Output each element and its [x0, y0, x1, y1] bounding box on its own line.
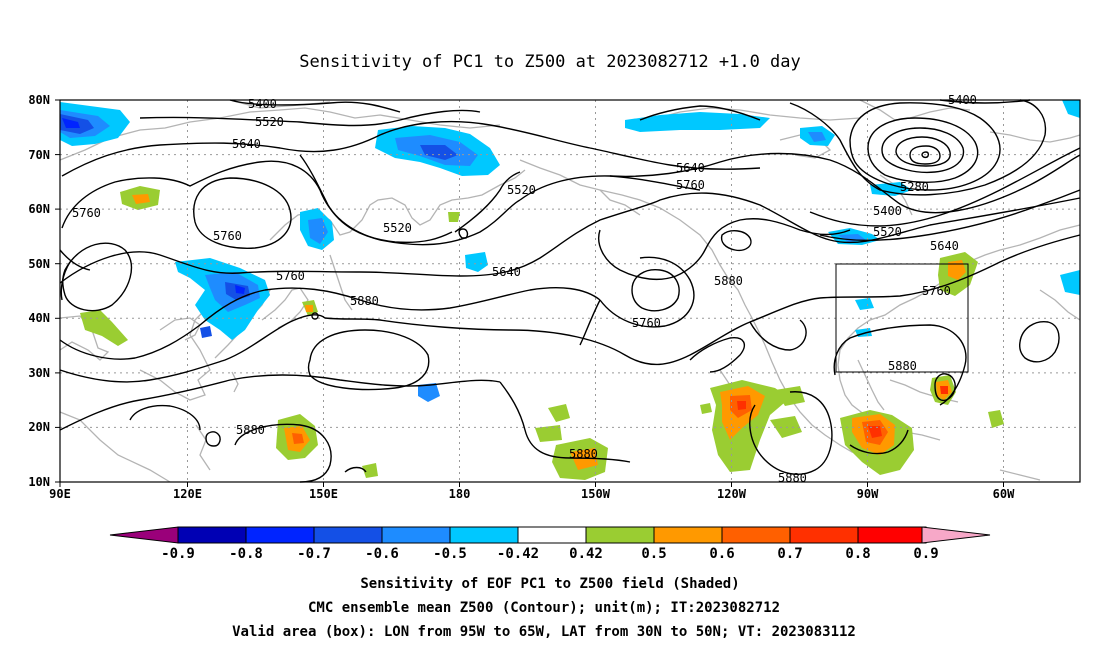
- lat-label: 80N: [28, 93, 50, 107]
- contour-label: 5520: [255, 115, 284, 129]
- colorbar-cell: [313, 526, 383, 544]
- contour-label: 5760: [276, 269, 305, 283]
- lon-label: 150W: [581, 487, 611, 501]
- colorbar-cell: [789, 526, 859, 544]
- colorbar-tick-label: 0.7: [777, 546, 802, 562]
- axis-ticks: [55, 99, 1004, 487]
- contour-label: 5280: [900, 180, 929, 194]
- contour-label: 5760: [213, 229, 242, 243]
- footer-line-1: Sensitivity of EOF PC1 to Z500 field (Sh…: [360, 576, 739, 592]
- figure-title: Sensitivity of PC1 to Z500 at 2023082712…: [299, 52, 801, 72]
- lon-label: 90W: [857, 487, 879, 501]
- colorbar-tick-label: -0.6: [365, 546, 399, 562]
- contour-label: 5880: [569, 447, 598, 461]
- contour-label: 5640: [232, 137, 261, 151]
- colorbar-tick-label: -0.42: [497, 546, 539, 562]
- contour-label: 5400: [873, 204, 902, 218]
- colorbar-left-arrow: [109, 526, 179, 544]
- latitude-labels: 80N 70N 60N 50N 40N 30N 20N 10N: [28, 93, 50, 489]
- contour-label: 5880: [778, 471, 807, 485]
- lon-label: 60W: [993, 487, 1015, 501]
- colorbar-cell: [653, 526, 723, 544]
- lat-label: 30N: [28, 366, 50, 380]
- footer-line-3: Valid area (box): LON from 95W to 65W, L…: [232, 624, 856, 640]
- contour-label: 5520: [507, 183, 536, 197]
- colorbar-tick-label: 0.6: [709, 546, 734, 562]
- colorbar-ticks: -0.9 -0.8 -0.7 -0.6 -0.5 -0.42 0.42 0.5 …: [161, 546, 939, 562]
- shaded-sensitivity: [60, 100, 1080, 480]
- colorbar-tick-label: -0.9: [161, 546, 195, 562]
- contour-label: 5760: [922, 284, 951, 298]
- colorbar-tick-label: -0.8: [229, 546, 263, 562]
- lat-label: 10N: [28, 475, 50, 489]
- lon-label: 120E: [173, 487, 202, 501]
- colorbar-tick-label: -0.5: [433, 546, 467, 562]
- map-frame: [59, 99, 1081, 483]
- colorbar-cells: [177, 526, 927, 544]
- lon-label: 90E: [49, 487, 71, 501]
- lat-label: 50N: [28, 257, 50, 271]
- colorbar: -0.9 -0.8 -0.7 -0.6 -0.5 -0.42 0.42 0.5 …: [109, 526, 991, 562]
- z500-contours: [59, 99, 1081, 483]
- colorbar-cell: [177, 526, 247, 544]
- lon-label: 120W: [717, 487, 747, 501]
- colorbar-cell: [585, 526, 655, 544]
- contour-label: 5640: [492, 265, 521, 279]
- lat-label: 60N: [28, 202, 50, 216]
- map-panel: 5400 5520 5640 5760 5760 5760 5880 5880 …: [28, 93, 1081, 501]
- lon-label: 150E: [309, 487, 338, 501]
- lat-label: 40N: [28, 311, 50, 325]
- colorbar-cell: [517, 526, 587, 544]
- colorbar-cell: [857, 526, 927, 544]
- contour-label: 5640: [676, 161, 705, 175]
- contour-labels: 5400 5520 5640 5760 5760 5760 5880 5880 …: [72, 93, 977, 485]
- valid-area-box: [835, 263, 969, 373]
- colorbar-tick-label: 0.5: [641, 546, 666, 562]
- contour-label: 5520: [383, 221, 412, 235]
- contour-label: 5760: [632, 316, 661, 330]
- colorbar-right-arrow: [921, 526, 991, 544]
- graticule: [60, 100, 1080, 482]
- contour-label: 5880: [888, 359, 917, 373]
- contour-label: 5880: [714, 274, 743, 288]
- contour-label: 5520: [873, 225, 902, 239]
- colorbar-tick-label: -0.7: [297, 546, 331, 562]
- colorbar-cell: [449, 526, 519, 544]
- colorbar-tick-label: 0.9: [913, 546, 938, 562]
- contour-label: 5760: [72, 206, 101, 220]
- contour-label: 5760: [676, 178, 705, 192]
- longitude-labels: 90E 120E 150E 180 150W 120W 90W 60W: [49, 487, 1015, 501]
- colorbar-tick-label: 0.42: [569, 546, 603, 562]
- footer-line-2: CMC ensemble mean Z500 (Contour); unit(m…: [308, 600, 780, 616]
- contour-label: 5880: [236, 423, 265, 437]
- colorbar-tick-label: 0.8: [845, 546, 870, 562]
- contour-label: 5640: [930, 239, 959, 253]
- contour-label: 5400: [248, 97, 277, 111]
- colorbar-cell: [381, 526, 451, 544]
- lon-label: 180: [449, 487, 471, 501]
- lat-label: 20N: [28, 420, 50, 434]
- colorbar-cell: [245, 526, 315, 544]
- colorbar-cell: [721, 526, 791, 544]
- contour-label: 5880: [350, 294, 379, 308]
- lat-label: 70N: [28, 148, 50, 162]
